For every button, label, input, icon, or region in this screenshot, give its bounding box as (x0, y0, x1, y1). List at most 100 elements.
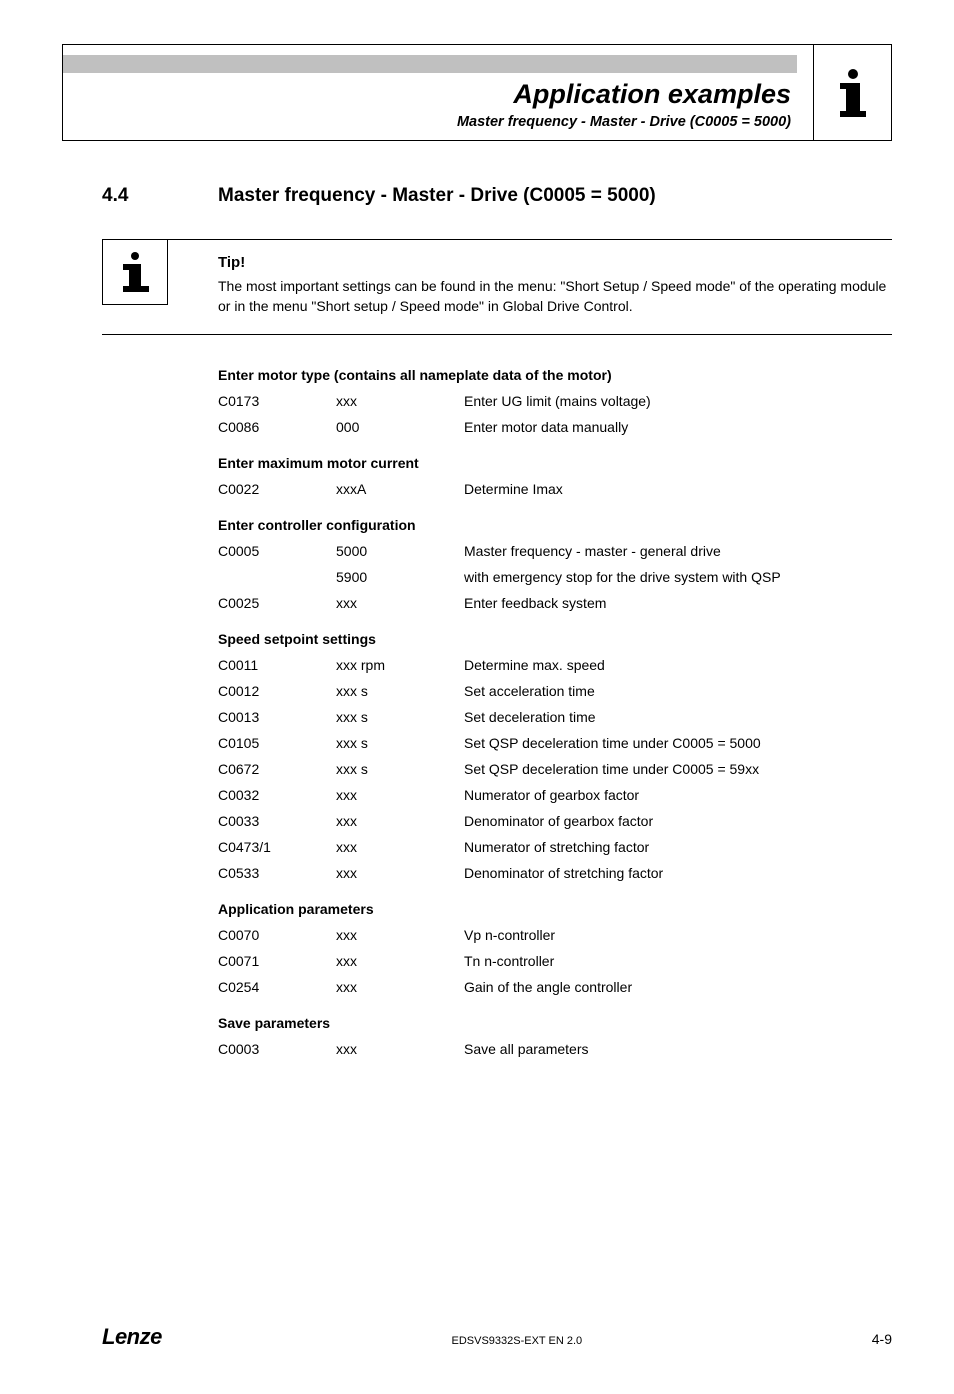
param-code: C0086 (218, 419, 336, 435)
content-area: Enter motor type (contains all nameplate… (218, 367, 892, 1057)
info-icon-dot (848, 69, 858, 79)
header-title: Application examples (513, 79, 791, 109)
param-value: xxx s (336, 709, 464, 725)
param-value: xxx (336, 839, 464, 855)
footer-page-number: 4-9 (872, 1331, 892, 1347)
header-info-icon-box (813, 45, 891, 140)
param-row: C0533xxxDenominator of stretching factor (218, 865, 892, 881)
param-desc: Determine Imax (464, 481, 892, 497)
param-code: C0071 (218, 953, 336, 969)
param-code: C0012 (218, 683, 336, 699)
param-desc: Denominator of stretching factor (464, 865, 892, 881)
param-row: C0012xxx sSet acceleration time (218, 683, 892, 699)
param-desc: Denominator of gearbox factor (464, 813, 892, 829)
page-header: Application examples Master frequency - … (62, 44, 892, 141)
param-code: C0022 (218, 481, 336, 497)
info-icon-dot (131, 252, 139, 260)
param-row: C0032xxxNumerator of gearbox factor (218, 787, 892, 803)
param-value: xxx (336, 595, 464, 611)
param-value: xxx s (336, 683, 464, 699)
param-row: C0071xxxTn n-controller (218, 953, 892, 969)
param-desc: Determine max. speed (464, 657, 892, 673)
param-code: C0473/1 (218, 839, 336, 855)
param-row: C0173xxxEnter UG limit (mains voltage) (218, 393, 892, 409)
param-code: C0025 (218, 595, 336, 611)
group-heading: Enter motor type (contains all nameplate… (218, 367, 892, 383)
param-row: C0672xxx sSet QSP deceleration time unde… (218, 761, 892, 777)
section-title: Master frequency - Master - Drive (C0005… (218, 185, 656, 207)
info-icon-bar (846, 83, 860, 117)
param-row: C00055000Master frequency - master - gen… (218, 543, 892, 559)
param-desc: Set QSP deceleration time under C0005 = … (464, 735, 892, 751)
section-number: 4.4 (102, 185, 218, 207)
param-value: 5900 (336, 569, 464, 585)
param-code: C0173 (218, 393, 336, 409)
param-code: C0070 (218, 927, 336, 943)
param-row: C0013xxx sSet deceleration time (218, 709, 892, 725)
param-row: C0022xxxADetermine Imax (218, 481, 892, 497)
tip-text: The most important settings can be found… (218, 277, 892, 316)
section-heading: 4.4 Master frequency - Master - Drive (C… (102, 185, 892, 207)
param-value: xxx s (336, 761, 464, 777)
group-heading: Save parameters (218, 1015, 892, 1031)
param-row: 5900with emergency stop for the drive sy… (218, 569, 892, 585)
header-content: Application examples Master frequency - … (63, 45, 813, 140)
param-desc: with emergency stop for the drive system… (464, 569, 892, 585)
param-desc: Gain of the angle controller (464, 979, 892, 995)
param-code: C0032 (218, 787, 336, 803)
footer-doc-id: EDSVS9332S-EXT EN 2.0 (451, 1335, 582, 1347)
tip-info-icon-box (102, 239, 168, 305)
tip-content-wrapper: Tip! The most important settings can be … (102, 239, 892, 335)
tip-heading: Tip! (218, 254, 892, 271)
group-heading: Enter maximum motor current (218, 455, 892, 471)
param-code: C0013 (218, 709, 336, 725)
param-row: C0254xxxGain of the angle controller (218, 979, 892, 995)
header-subtitle: Master frequency - Master - Drive (C0005… (63, 114, 797, 130)
param-code: C0005 (218, 543, 336, 559)
param-desc: Master frequency - master - general driv… (464, 543, 892, 559)
param-code: C0105 (218, 735, 336, 751)
param-value: xxx rpm (336, 657, 464, 673)
param-value: xxx (336, 393, 464, 409)
group-heading: Enter controller configuration (218, 517, 892, 533)
param-desc: Enter feedback system (464, 595, 892, 611)
param-row: C0003xxxSave all parameters (218, 1041, 892, 1057)
param-value: xxx (336, 1041, 464, 1057)
param-value: xxx (336, 865, 464, 881)
param-value: xxx (336, 787, 464, 803)
group-heading: Application parameters (218, 901, 892, 917)
param-code: C0003 (218, 1041, 336, 1057)
param-code: C0254 (218, 979, 336, 995)
param-desc: Set QSP deceleration time under C0005 = … (464, 761, 892, 777)
param-desc: Numerator of gearbox factor (464, 787, 892, 803)
param-code: C0533 (218, 865, 336, 881)
header-gray-bar (63, 55, 797, 73)
param-row: C0473/1xxxNumerator of stretching factor (218, 839, 892, 855)
param-row: C0086000Enter motor data manually (218, 419, 892, 435)
param-value: xxx (336, 953, 464, 969)
param-code: C0011 (218, 657, 336, 673)
info-icon (846, 69, 860, 117)
param-desc: Set deceleration time (464, 709, 892, 725)
param-desc: Numerator of stretching factor (464, 839, 892, 855)
param-code: C0033 (218, 813, 336, 829)
param-value: 5000 (336, 543, 464, 559)
group-heading: Speed setpoint settings (218, 631, 892, 647)
param-desc: Set acceleration time (464, 683, 892, 699)
param-row: C0105xxx sSet QSP deceleration time unde… (218, 735, 892, 751)
page-footer: Lenze EDSVS9332S-EXT EN 2.0 4-9 (102, 1324, 892, 1350)
param-desc: Enter UG limit (mains voltage) (464, 393, 892, 409)
param-desc: Vp n-controller (464, 927, 892, 943)
param-code (218, 569, 336, 585)
param-row: C0070xxxVp n-controller (218, 927, 892, 943)
param-row: C0025xxxEnter feedback system (218, 595, 892, 611)
info-icon-bar (129, 264, 141, 292)
param-value: xxx (336, 979, 464, 995)
param-code: C0672 (218, 761, 336, 777)
param-value: xxx s (336, 735, 464, 751)
tip-block: Tip! The most important settings can be … (102, 239, 892, 335)
header-title-line: Application examples (63, 79, 797, 110)
param-value: xxxA (336, 481, 464, 497)
param-desc: Enter motor data manually (464, 419, 892, 435)
param-value: xxx (336, 813, 464, 829)
